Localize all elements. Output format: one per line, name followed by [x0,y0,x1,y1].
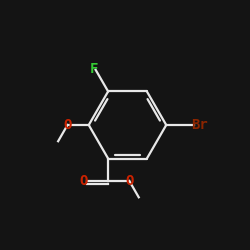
Text: O: O [80,174,88,188]
Text: O: O [63,118,72,132]
Text: Br: Br [191,118,208,132]
Text: F: F [90,62,98,76]
Text: O: O [125,174,134,188]
